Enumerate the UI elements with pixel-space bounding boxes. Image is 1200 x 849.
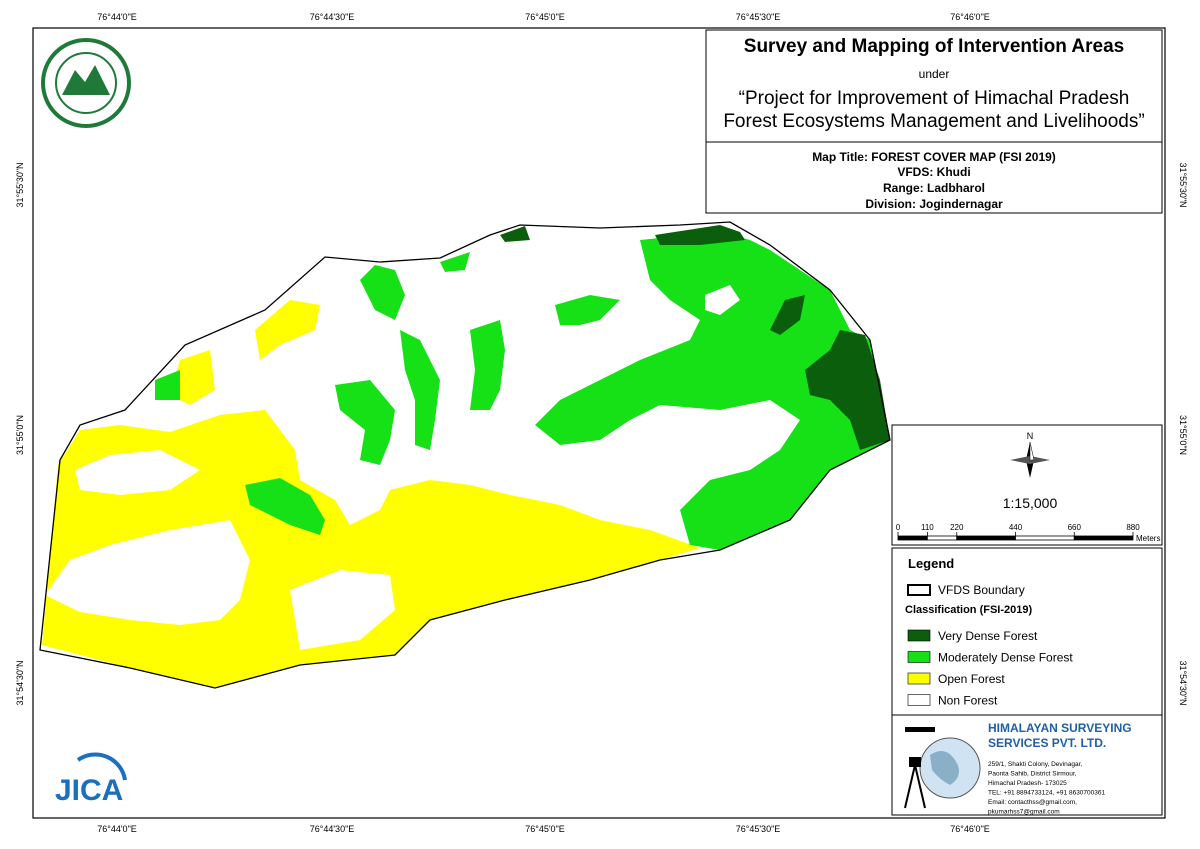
non-forest-area	[705, 285, 740, 315]
address-line: Email: contacthss@gmail.com,	[988, 799, 1077, 806]
forest-map	[39, 221, 891, 689]
open-forest-area	[255, 300, 320, 360]
legend-items: Very Dense Forest Moderately Dense Forest…	[907, 629, 1073, 708]
scale-segment	[1073, 535, 1134, 541]
coord-label: 76°46'0"E	[950, 824, 990, 834]
coord-label: 31°55'0"N	[1178, 415, 1188, 455]
scale-box	[891, 424, 1163, 546]
legend-label: Very Dense Forest	[938, 629, 1038, 643]
scale-segment	[956, 535, 1016, 541]
map-info-box	[705, 141, 1163, 214]
scale-segment	[897, 535, 928, 541]
vfds-boundary	[39, 221, 891, 689]
non-forest-area	[75, 450, 200, 495]
legend-swatch	[907, 672, 931, 685]
company-name: HIMALAYAN SURVEYING	[988, 721, 1132, 735]
address-line: Himachal Pradesh- 173025	[988, 780, 1067, 787]
moderately-dense-area	[470, 320, 505, 410]
division: Division: Jogindernagar	[865, 197, 1003, 211]
legend-label: Open Forest	[938, 672, 1005, 686]
jica-text: JICA	[55, 774, 123, 807]
project-line: “Project for Improvement of Himachal Pra…	[739, 88, 1130, 109]
non-forest-area	[45, 520, 250, 625]
boundary-label: VFDS Boundary	[938, 583, 1025, 597]
address-line: TEL: +91 8894733124, +91 8630700361	[988, 790, 1105, 797]
map-title: Map Title: FOREST COVER MAP (FSI 2019)	[812, 150, 1056, 164]
classification-title: Classification (FSI-2019)	[905, 604, 1032, 616]
scale-ratio: 1:15,000	[1003, 495, 1058, 511]
legend-swatch	[907, 629, 931, 642]
north-arrow	[1010, 441, 1050, 478]
project-line: Forest Ecosystems Management and Livelih…	[723, 111, 1144, 132]
very-dense-area	[805, 330, 890, 450]
company-logo	[904, 727, 981, 809]
scale-label: 0	[896, 523, 901, 532]
scale-segment	[926, 535, 958, 541]
scale-segment	[1015, 535, 1075, 541]
legend-swatch	[907, 651, 931, 663]
coord-label: 76°45'0"E	[525, 12, 565, 22]
moderately-dense-area	[440, 252, 470, 272]
coord-label: 76°45'30"E	[736, 824, 781, 834]
coord-label: 31°55'30"N	[15, 162, 25, 207]
legend-label: Moderately Dense Forest	[938, 651, 1073, 665]
moderately-dense-area	[245, 478, 325, 535]
scale-label: 110	[921, 523, 934, 532]
legend-box	[891, 547, 1163, 716]
company-name: SERVICES PVT. LTD.	[988, 736, 1106, 750]
under-text: under	[919, 67, 950, 81]
address-line: pkumarhss7@gmail.com	[988, 809, 1060, 816]
coord-label: 76°44'30"E	[310, 824, 355, 834]
moderately-dense-area	[360, 265, 405, 320]
boundary-swatch	[907, 584, 931, 596]
scale-label: 440	[1009, 523, 1023, 532]
legend-title: Legend	[908, 556, 954, 571]
forest-department-logo	[41, 38, 131, 128]
coord-label: 31°55'0"N	[15, 415, 25, 455]
moderately-dense-area	[155, 370, 180, 400]
address-line: 259/1, Shakti Colony, Devinagar,	[988, 761, 1082, 768]
title-box	[705, 29, 1163, 143]
coord-label: 31°54'30"N	[1178, 660, 1188, 705]
coordinate-labels: 76°44'0"E 76°44'30"E 76°45'0"E 76°45'30"E 76…	[15, 12, 1188, 834]
scale-label: 220	[950, 523, 964, 532]
title: Survey and Mapping of Intervention Areas	[744, 36, 1124, 57]
range: Range: Ladbharol	[883, 181, 985, 195]
vfds: VFDS: Khudi	[897, 165, 970, 179]
legend-label: Non Forest	[938, 694, 998, 708]
coord-label: 76°44'0"E	[97, 824, 137, 834]
address-line: Paonta Sahib, District Sirmour,	[988, 771, 1077, 778]
north-label: N	[1027, 431, 1034, 441]
very-dense-area	[500, 226, 530, 242]
coord-label: 76°44'0"E	[97, 12, 137, 22]
scale-unit: Meters	[1136, 534, 1160, 543]
moderately-dense-area	[400, 330, 440, 450]
scale-label: 880	[1126, 523, 1140, 532]
legend-swatch	[907, 694, 931, 706]
moderately-dense-area	[555, 295, 620, 325]
very-dense-area	[655, 225, 745, 245]
moderately-dense-area	[335, 380, 395, 465]
company-address: 259/1, Shakti Colony, Devinagar, Paonta S…	[988, 761, 1105, 816]
coord-label: 76°45'0"E	[525, 824, 565, 834]
jica-logo: JICA	[55, 752, 127, 807]
coord-label: 31°55'30"N	[1178, 162, 1188, 207]
coord-label: 31°54'30"N	[15, 660, 25, 705]
scale-bar: 0 110 220 440 660 880	[896, 523, 1140, 541]
open-forest-area	[170, 350, 215, 405]
coord-label: 76°45'30"E	[736, 12, 781, 22]
scale-label: 660	[1068, 523, 1082, 532]
very-dense-area	[770, 295, 805, 335]
non-forest-area	[290, 570, 395, 650]
coord-label: 76°46'0"E	[950, 12, 990, 22]
coord-label: 76°44'30"E	[310, 12, 355, 22]
